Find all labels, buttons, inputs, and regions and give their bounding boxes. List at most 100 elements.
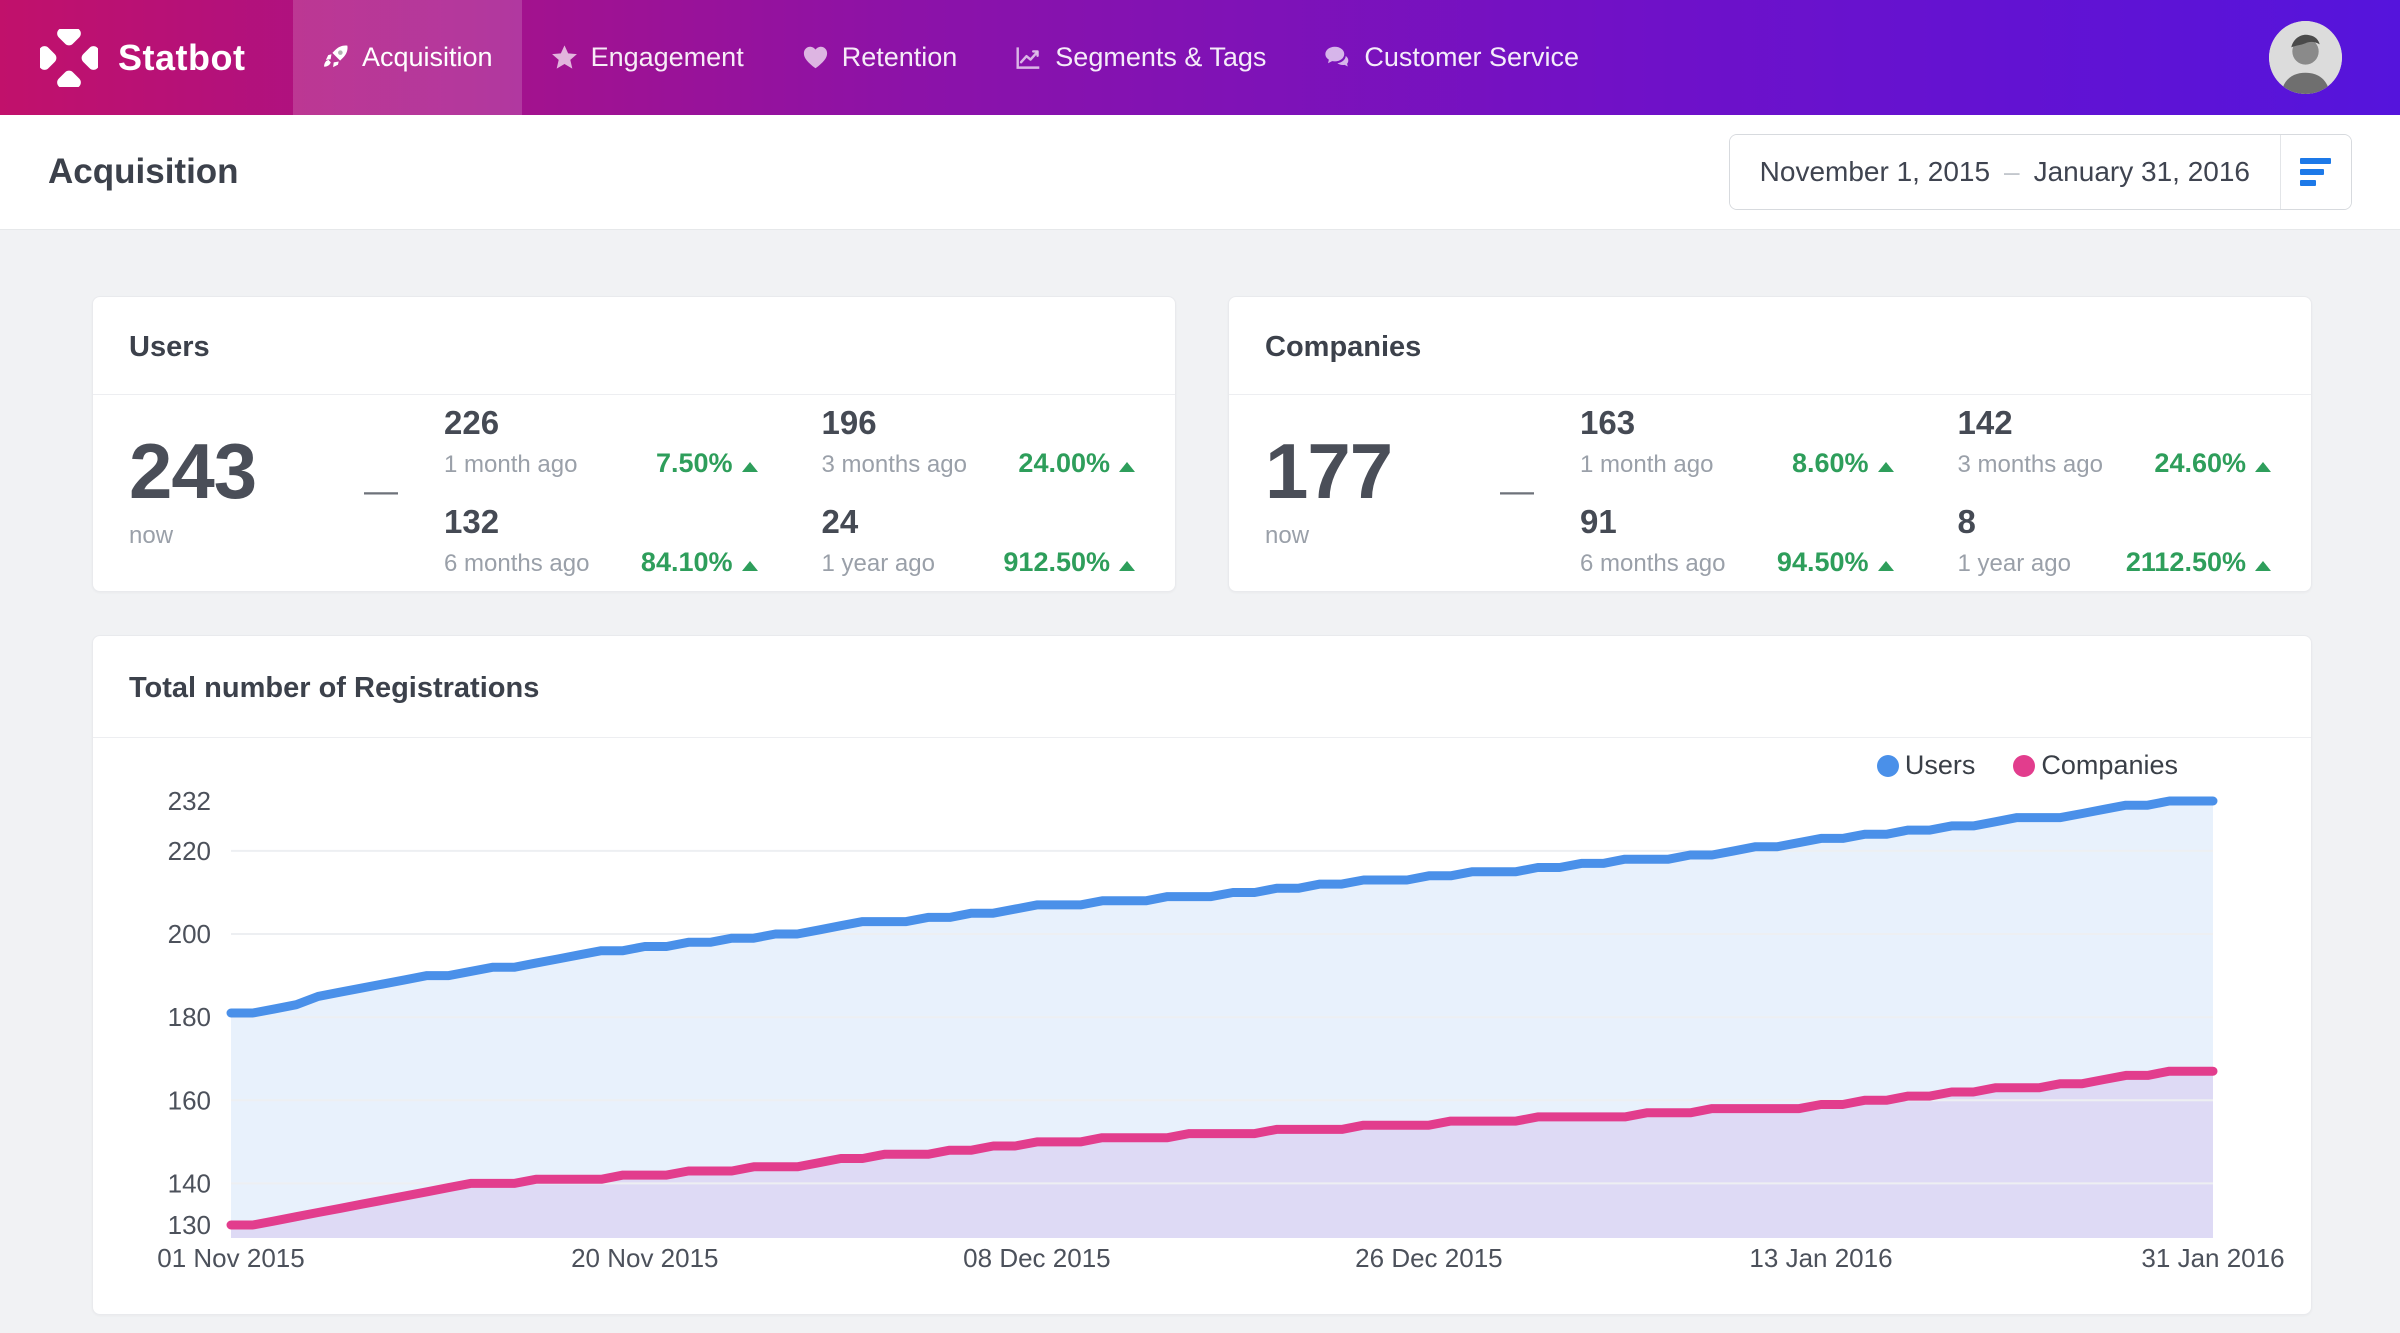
stat-change: 94.50% bbox=[1777, 547, 1894, 578]
nav-item-customer-service[interactable]: Customer Service bbox=[1295, 0, 1608, 115]
statbot-logo-icon bbox=[32, 21, 106, 94]
user-avatar[interactable] bbox=[2269, 21, 2342, 94]
date-range-separator: – bbox=[2004, 156, 2020, 187]
date-range-start: November 1, 2015 bbox=[1759, 156, 1991, 187]
legend-dot-users bbox=[1876, 754, 1899, 777]
caret-up-icon bbox=[1119, 462, 1135, 472]
stat-label: 1 year ago bbox=[1957, 550, 2071, 577]
rocket-icon bbox=[322, 44, 349, 71]
stat-cell-1-month: 163 1 month ago 8.60% bbox=[1580, 404, 1894, 479]
caret-up-icon bbox=[1877, 561, 1894, 571]
brand[interactable]: Statbot bbox=[0, 0, 293, 115]
caret-up-icon bbox=[741, 462, 758, 472]
card-title: Users bbox=[129, 331, 210, 363]
current-value-block: 177 now bbox=[1265, 432, 1500, 550]
current-label: now bbox=[1265, 522, 1310, 549]
stat-label: 3 months ago bbox=[1957, 451, 2103, 478]
legend-item-users[interactable]: Users bbox=[1876, 750, 1976, 781]
picker-divider bbox=[2280, 135, 2281, 209]
stat-cell-1-year: 24 1 year ago 912.50% bbox=[821, 503, 1135, 578]
users-card: Users 243 now — 226 1 month ago 7.50% bbox=[92, 296, 1176, 592]
legend-dot-companies bbox=[2013, 754, 2036, 777]
stat-label: 3 months ago bbox=[821, 451, 967, 478]
stat-value: 142 bbox=[1957, 404, 2013, 441]
svg-text:232: 232 bbox=[168, 786, 211, 816]
chart-line-icon bbox=[1015, 44, 1042, 71]
caret-up-icon bbox=[2255, 561, 2271, 571]
top-navbar: Statbot Acquisition Engagement bbox=[0, 0, 2400, 115]
users-card-header: Users bbox=[93, 297, 1175, 395]
stat-cell-1-year: 8 1 year ago 2112.50% bbox=[1957, 503, 2271, 578]
caret-up-icon bbox=[1877, 462, 1894, 472]
stat-value: 24 bbox=[821, 503, 859, 540]
stat-value: 91 bbox=[1580, 503, 1617, 540]
companies-card: Companies 177 now — 163 1 month ago 8.60… bbox=[1228, 296, 2312, 592]
stat-change: 84.10% bbox=[641, 547, 758, 578]
nav-item-retention[interactable]: Retention bbox=[773, 0, 987, 115]
stat-change: 24.60% bbox=[2154, 448, 2271, 479]
nav-item-label: Segments & Tags bbox=[1055, 42, 1267, 72]
nav-item-engagement[interactable]: Engagement bbox=[522, 0, 773, 115]
svg-text:08 Dec 2015: 08 Dec 2015 bbox=[963, 1243, 1110, 1273]
chart-legend: Users Companies bbox=[1876, 750, 2178, 781]
companies-card-body: 177 now — 163 1 month ago 8.60% 142 bbox=[1229, 395, 2311, 591]
stat-value: 196 bbox=[821, 404, 877, 441]
svg-text:130: 130 bbox=[168, 1210, 211, 1240]
stat-change: 24.00% bbox=[1018, 448, 1135, 479]
svg-text:01 Nov 2015: 01 Nov 2015 bbox=[157, 1243, 304, 1273]
svg-text:160: 160 bbox=[168, 1085, 211, 1115]
stat-change: 2112.50% bbox=[2126, 547, 2271, 578]
stat-value: 132 bbox=[444, 503, 500, 540]
svg-text:13 Jan 2016: 13 Jan 2016 bbox=[1749, 1243, 1892, 1273]
stats-grid: 163 1 month ago 8.60% 142 3 months ago 2… bbox=[1580, 404, 2271, 578]
nav-item-label: Retention bbox=[841, 42, 958, 72]
nav-item-acquisition[interactable]: Acquisition bbox=[293, 0, 522, 115]
svg-text:26 Dec 2015: 26 Dec 2015 bbox=[1355, 1243, 1502, 1273]
date-range-end: January 31, 2016 bbox=[2033, 156, 2250, 187]
page-header: Acquisition November 1, 2015 – January 3… bbox=[0, 115, 2400, 230]
companies-card-header: Companies bbox=[1229, 297, 2311, 395]
brand-name: Statbot bbox=[118, 36, 246, 78]
stat-label: 6 months ago bbox=[1580, 550, 1726, 577]
stat-value: 163 bbox=[1580, 404, 1636, 441]
chart-title: Total number of Registrations bbox=[129, 672, 540, 704]
legend-label-users: Users bbox=[1904, 750, 1976, 780]
stat-cell-1-month: 226 1 month ago 7.50% bbox=[444, 404, 758, 479]
legend-item-companies[interactable]: Companies bbox=[2013, 750, 2178, 781]
caret-up-icon bbox=[1119, 561, 1135, 571]
users-card-body: 243 now — 226 1 month ago 7.50% 196 bbox=[93, 395, 1175, 591]
current-label: now bbox=[129, 522, 174, 549]
nav-item-segments-tags[interactable]: Segments & Tags bbox=[986, 0, 1295, 115]
nav-item-label: Customer Service bbox=[1364, 42, 1579, 72]
nav-item-label: Acquisition bbox=[362, 42, 493, 72]
stat-cell-3-months: 196 3 months ago 24.00% bbox=[821, 404, 1135, 479]
current-value: 177 bbox=[1265, 427, 1393, 515]
caret-up-icon bbox=[741, 561, 758, 571]
registrations-chart-card: Total number of Registrations 232 220 200 1… bbox=[92, 635, 2312, 1315]
stat-value: 226 bbox=[444, 404, 500, 441]
stat-label: 1 month ago bbox=[1580, 451, 1714, 478]
stat-change: 912.50% bbox=[1003, 547, 1135, 578]
nav-item-label: Engagement bbox=[590, 42, 744, 72]
stat-label: 1 year ago bbox=[821, 550, 935, 577]
stat-cell-6-months: 91 6 months ago 94.50% bbox=[1580, 503, 1894, 578]
caret-up-icon bbox=[2255, 462, 2271, 472]
card-title: Companies bbox=[1265, 331, 1422, 363]
stat-cell-6-months: 132 6 months ago 84.10% bbox=[444, 503, 758, 578]
user-avatar-image bbox=[2269, 21, 2342, 94]
svg-text:31 Jan 2016: 31 Jan 2016 bbox=[2141, 1243, 2284, 1273]
filter-button[interactable] bbox=[2281, 135, 2351, 209]
svg-text:20 Nov 2015: 20 Nov 2015 bbox=[571, 1243, 718, 1273]
chart-card-header: Total number of Registrations bbox=[93, 636, 2311, 738]
chart-area: 232 220 200 180 160 140 130 01 Nov 2015 20 Nov 2… bbox=[93, 738, 2311, 1305]
stat-change: 8.60% bbox=[1792, 448, 1894, 479]
stat-label: 6 months ago bbox=[444, 550, 590, 577]
stat-separator: — bbox=[364, 471, 398, 510]
comments-icon bbox=[1324, 44, 1351, 71]
svg-text:220: 220 bbox=[168, 836, 211, 866]
stat-label: 1 month ago bbox=[444, 451, 578, 478]
star-icon bbox=[551, 44, 578, 71]
nav-items: Acquisition Engagement Retention bbox=[293, 0, 1608, 115]
date-range-button[interactable]: November 1, 2015 – January 31, 2016 bbox=[1729, 135, 2280, 209]
